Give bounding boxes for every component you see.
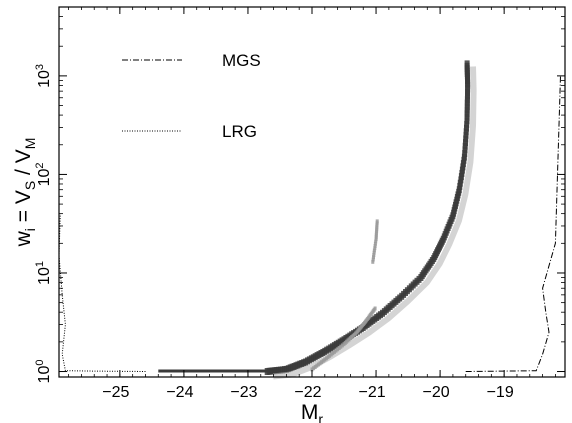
heatmap-cell <box>462 150 468 157</box>
heatmap-cell <box>326 355 330 360</box>
series-line-mgs <box>465 75 561 372</box>
heatmap-cell <box>329 352 333 357</box>
heatmap-cell <box>462 142 468 150</box>
heatmap-cell <box>320 360 324 365</box>
heatmap-cell <box>372 250 376 255</box>
heatmap-ridge-1 <box>310 306 377 372</box>
x-tick-label: −21 <box>358 384 385 401</box>
heatmap-cell <box>465 85 471 93</box>
x-tick-label: −23 <box>230 384 257 401</box>
heatmap-cell <box>464 103 470 111</box>
heatmap-cell <box>328 353 332 358</box>
x-tick-label: −20 <box>423 384 450 401</box>
heatmap-cell <box>373 241 377 246</box>
heatmap-cell <box>463 128 469 136</box>
heatmap-baseline <box>158 369 280 373</box>
legend: MGS LRG <box>122 51 261 141</box>
plot-frame <box>58 6 566 378</box>
heatmap-cell <box>316 362 320 367</box>
heatmap-cell <box>315 363 319 368</box>
heatmap-cell <box>310 367 314 372</box>
heatmap-cell <box>374 239 378 244</box>
series-line-lrg <box>58 213 146 372</box>
heatmap-cell <box>334 348 338 353</box>
x-axis-title: Mr <box>301 401 324 423</box>
heatmap-cell <box>373 246 377 251</box>
heatmap-cell <box>372 253 376 257</box>
x-axis-ticks: −25 −24 −23 −22 −21 −20 −19 <box>68 7 556 401</box>
y-axis-ticks: 100 101 102 103 <box>34 6 565 384</box>
heatmap-cell <box>464 96 470 104</box>
heatmap-cell <box>336 347 340 352</box>
heatmap-cell <box>464 60 470 68</box>
heatmap-cell <box>372 248 376 253</box>
heatmap-ridge-0 <box>264 60 477 380</box>
heatmap-cell <box>463 139 468 147</box>
legend-label-mgs: MGS <box>222 51 261 70</box>
x-tick-label: −25 <box>102 384 129 401</box>
heatmap-cell <box>321 358 325 363</box>
heatmap-cell <box>318 361 322 366</box>
heatmap-cell <box>312 366 316 371</box>
heatmap-ridge-halo <box>272 66 477 380</box>
heatmap-cell <box>372 255 375 260</box>
heatmap-cell <box>375 219 379 224</box>
heatmap-ridge-2 <box>371 219 379 264</box>
y-tick-label: 103 <box>34 64 53 88</box>
x-tick-label: −22 <box>294 384 321 401</box>
legend-label-lrg: LRG <box>222 122 257 141</box>
plot-area <box>58 60 561 380</box>
heatmap-cell <box>371 257 375 262</box>
heatmap-cell <box>337 346 341 350</box>
x-tick-label: −24 <box>166 384 193 401</box>
y-axis-title: wi = VS / VM <box>12 138 38 248</box>
heatmap-cell <box>332 349 336 354</box>
y-tick-label: 100 <box>34 360 53 384</box>
heatmap-cell <box>331 351 335 356</box>
heatmap-cell <box>463 131 469 139</box>
heatmap-cell <box>340 343 344 348</box>
x-tick-label: −19 <box>487 384 514 401</box>
y-tick-label: 102 <box>34 162 53 186</box>
heatmap-cell <box>464 113 470 121</box>
y-tick-label: 101 <box>34 261 53 285</box>
heatmap-cell <box>464 120 470 128</box>
heatmap-cell <box>324 356 328 361</box>
heatmap-cell <box>462 146 468 154</box>
heatmap-cell <box>461 153 467 161</box>
heatmap-cell <box>373 306 377 311</box>
heatmap-cell <box>373 244 377 248</box>
heatmap-cell <box>463 135 469 143</box>
heatmap-cell <box>339 344 343 349</box>
heatmap-cell <box>313 365 317 369</box>
heatmap-cell <box>371 259 375 264</box>
heatmap-cell <box>464 124 469 132</box>
heatmap-cell <box>323 357 327 362</box>
